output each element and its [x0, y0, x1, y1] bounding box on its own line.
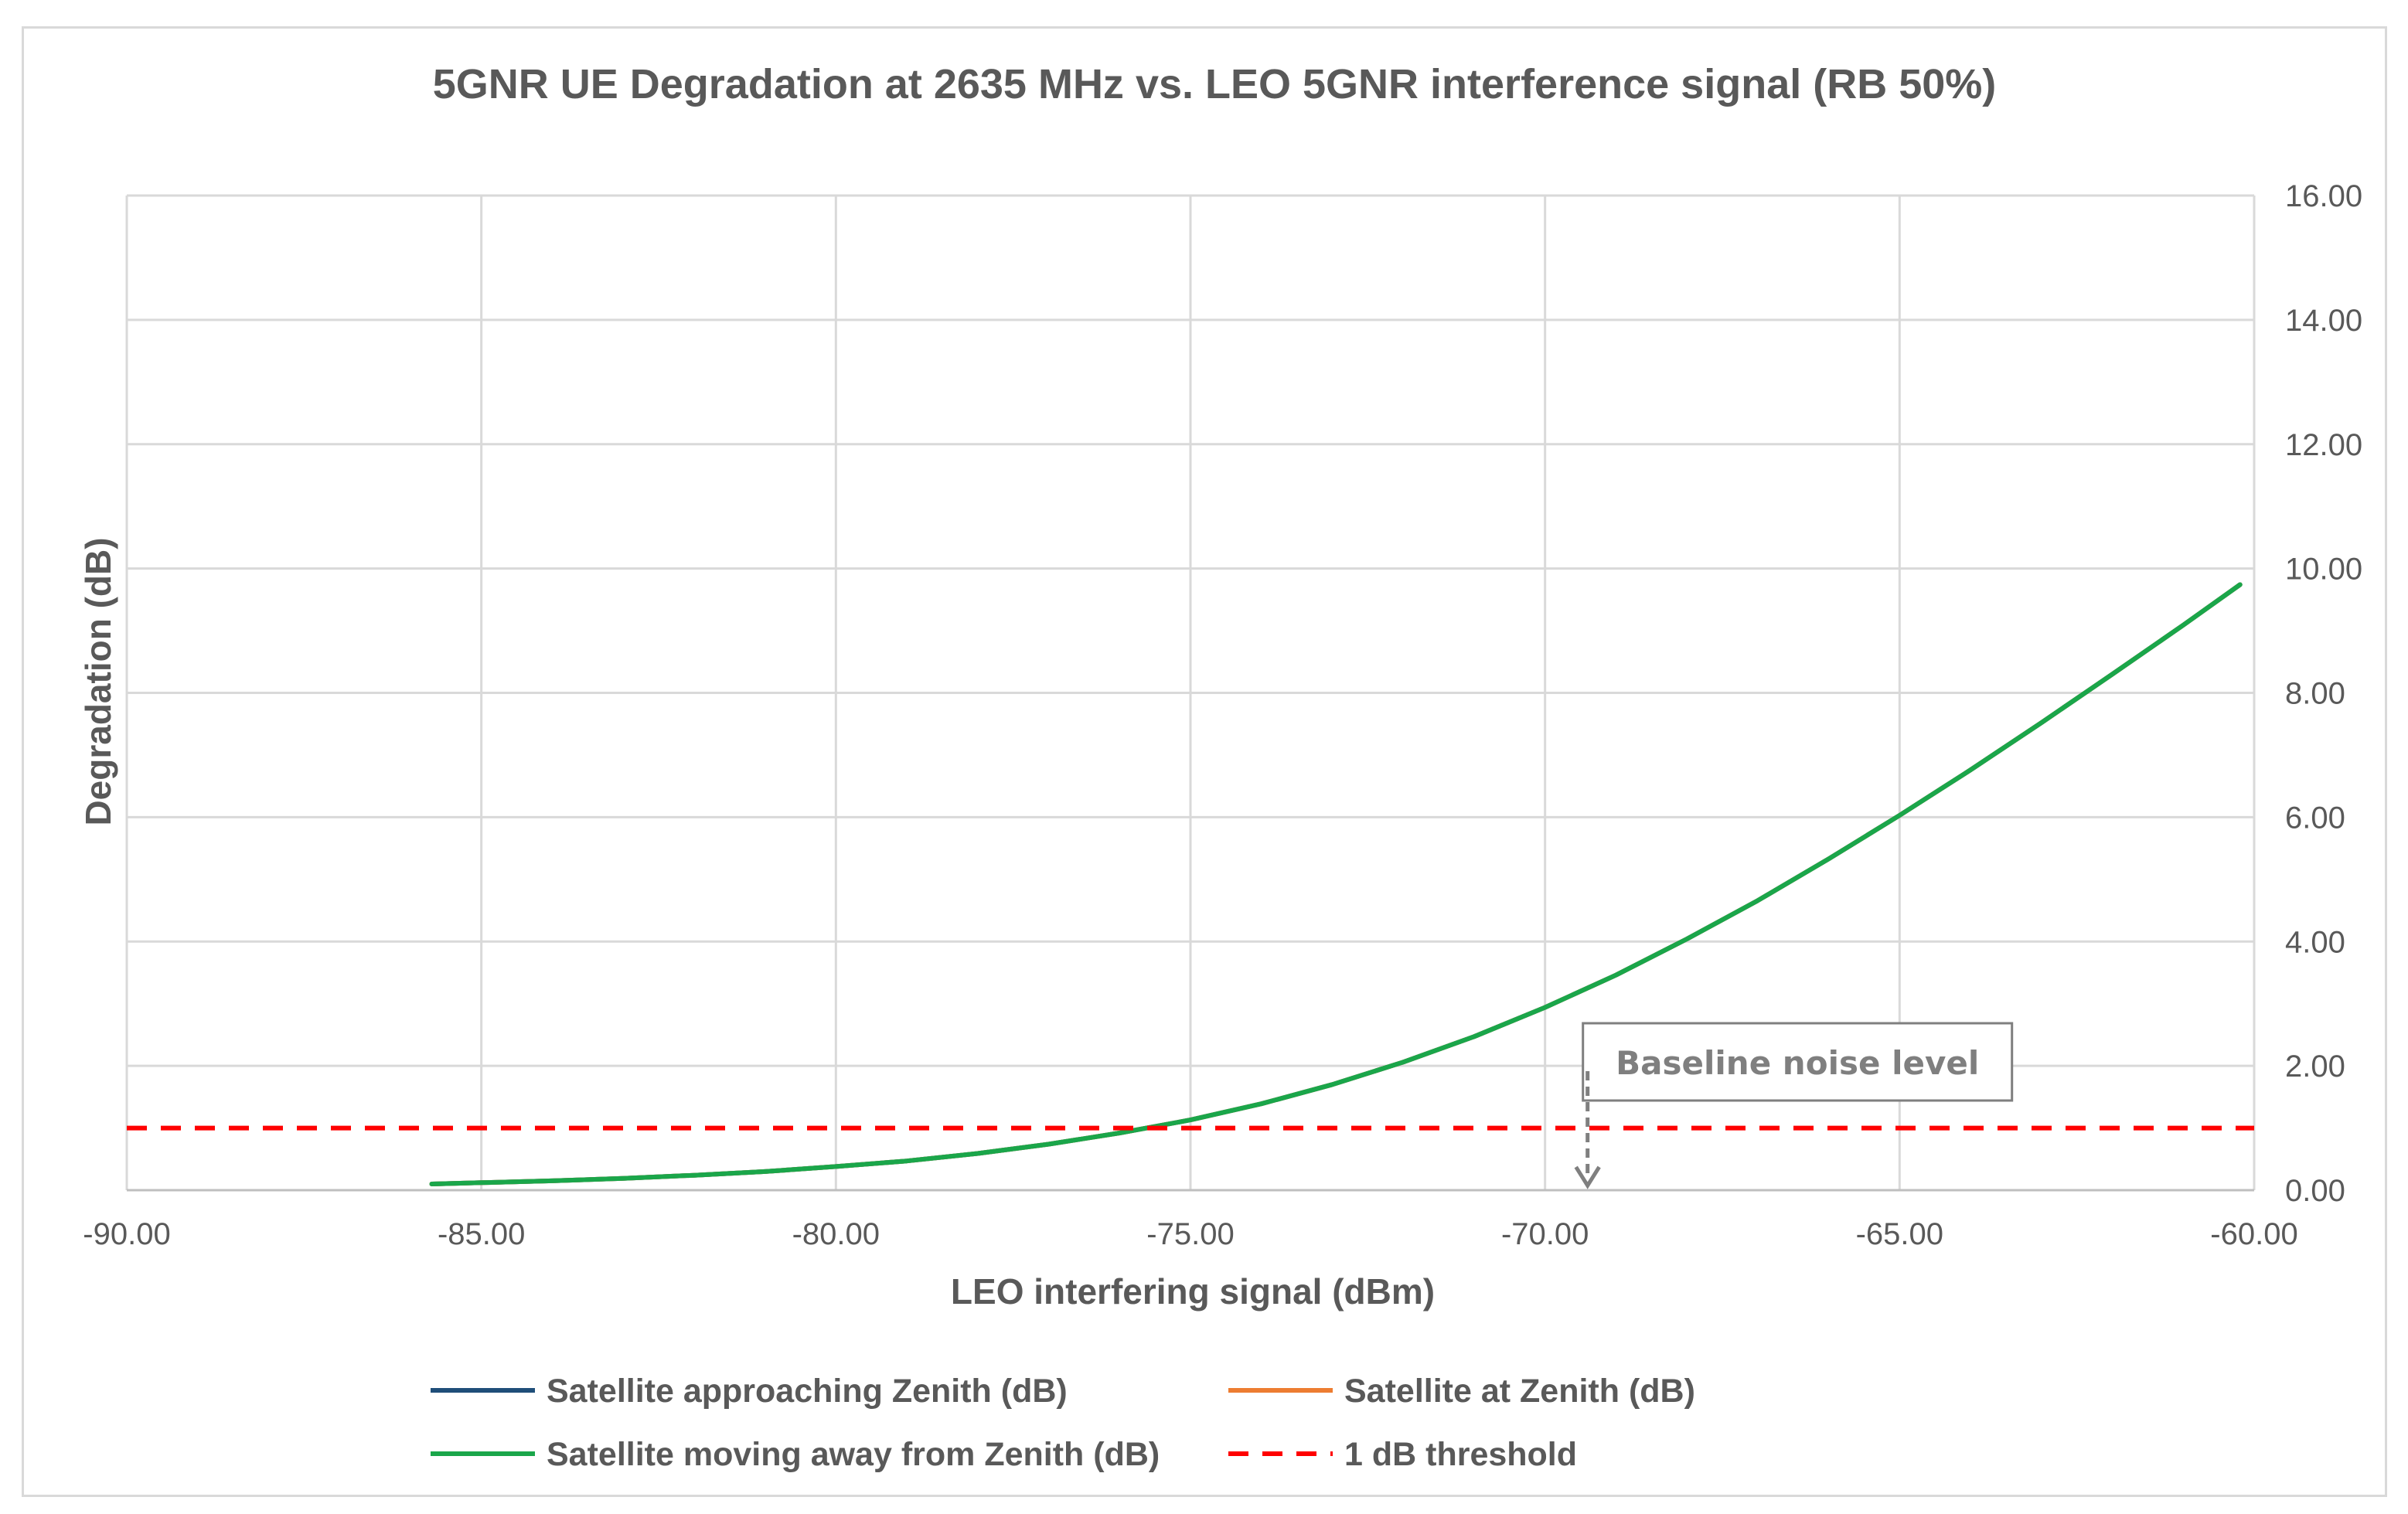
chart-frame: 5GNR UE Degradation at 2635 MHz vs. LEO …	[22, 26, 2387, 1497]
annotation-box	[1582, 1022, 2014, 1102]
y-tick-label: 4.00	[2285, 925, 2345, 959]
y-tick-label: 6.00	[2285, 801, 2345, 835]
legend-item: Satellite approaching Zenith (dB)	[431, 1373, 1068, 1410]
legend-label: Satellite moving away from Zenith (dB)	[547, 1436, 1160, 1473]
x-axis-title: LEO interfering signal (dBm)	[951, 1271, 1435, 1312]
y-tick-label: 14.00	[2285, 304, 2362, 338]
axis-layer: -90.00 -85.00 -80.00 -75.00 -70.00 -65.00 -60.…	[83, 179, 2362, 1251]
y-axis-title: Degradation (dB)	[78, 537, 118, 825]
x-tick-label: -70.00	[1501, 1217, 1589, 1251]
x-tick-label: -65.00	[1856, 1217, 1943, 1251]
y-tick-label: 0.00	[2285, 1174, 2345, 1208]
legend-label: Satellite approaching Zenith (dB)	[547, 1373, 1068, 1410]
annotation-label: Baseline noise level	[1616, 1044, 1979, 1082]
y-tick-label: 2.00	[2285, 1050, 2345, 1084]
annotation-layer: Baseline noise level	[1574, 1022, 2014, 1189]
legend-label: 1 dB threshold	[1344, 1436, 1577, 1473]
legend-item: Satellite moving away from Zenith (dB)	[431, 1436, 1160, 1473]
annotation-arrow-head	[1574, 1165, 1601, 1189]
legend-item: 1 dB threshold	[1228, 1436, 1577, 1473]
x-tick-label: -75.00	[1146, 1217, 1234, 1251]
series-layer	[127, 582, 2254, 1186]
y-tick-label: 10.00	[2285, 553, 2362, 587]
x-tick-label: -85.00	[438, 1217, 525, 1251]
chart-title: 5GNR UE Degradation at 2635 MHz vs. LEO …	[433, 61, 1997, 107]
x-tick-label: -90.00	[83, 1217, 170, 1251]
x-tick-label: -60.00	[2210, 1217, 2297, 1251]
legend: Satellite approaching Zenith (dB) Satelli…	[431, 1373, 1695, 1473]
legend-label: Satellite at Zenith (dB)	[1344, 1373, 1695, 1410]
y-tick-label: 8.00	[2285, 677, 2345, 711]
chart-svg: 5GNR UE Degradation at 2635 MHz vs. LEO …	[78, 61, 2362, 1473]
x-tick-label: -80.00	[792, 1217, 880, 1251]
y-tick-label: 12.00	[2285, 428, 2362, 462]
y-tick-label: 16.00	[2285, 179, 2362, 213]
series-line-3	[429, 582, 2243, 1186]
legend-item: Satellite at Zenith (dB)	[1228, 1373, 1695, 1410]
